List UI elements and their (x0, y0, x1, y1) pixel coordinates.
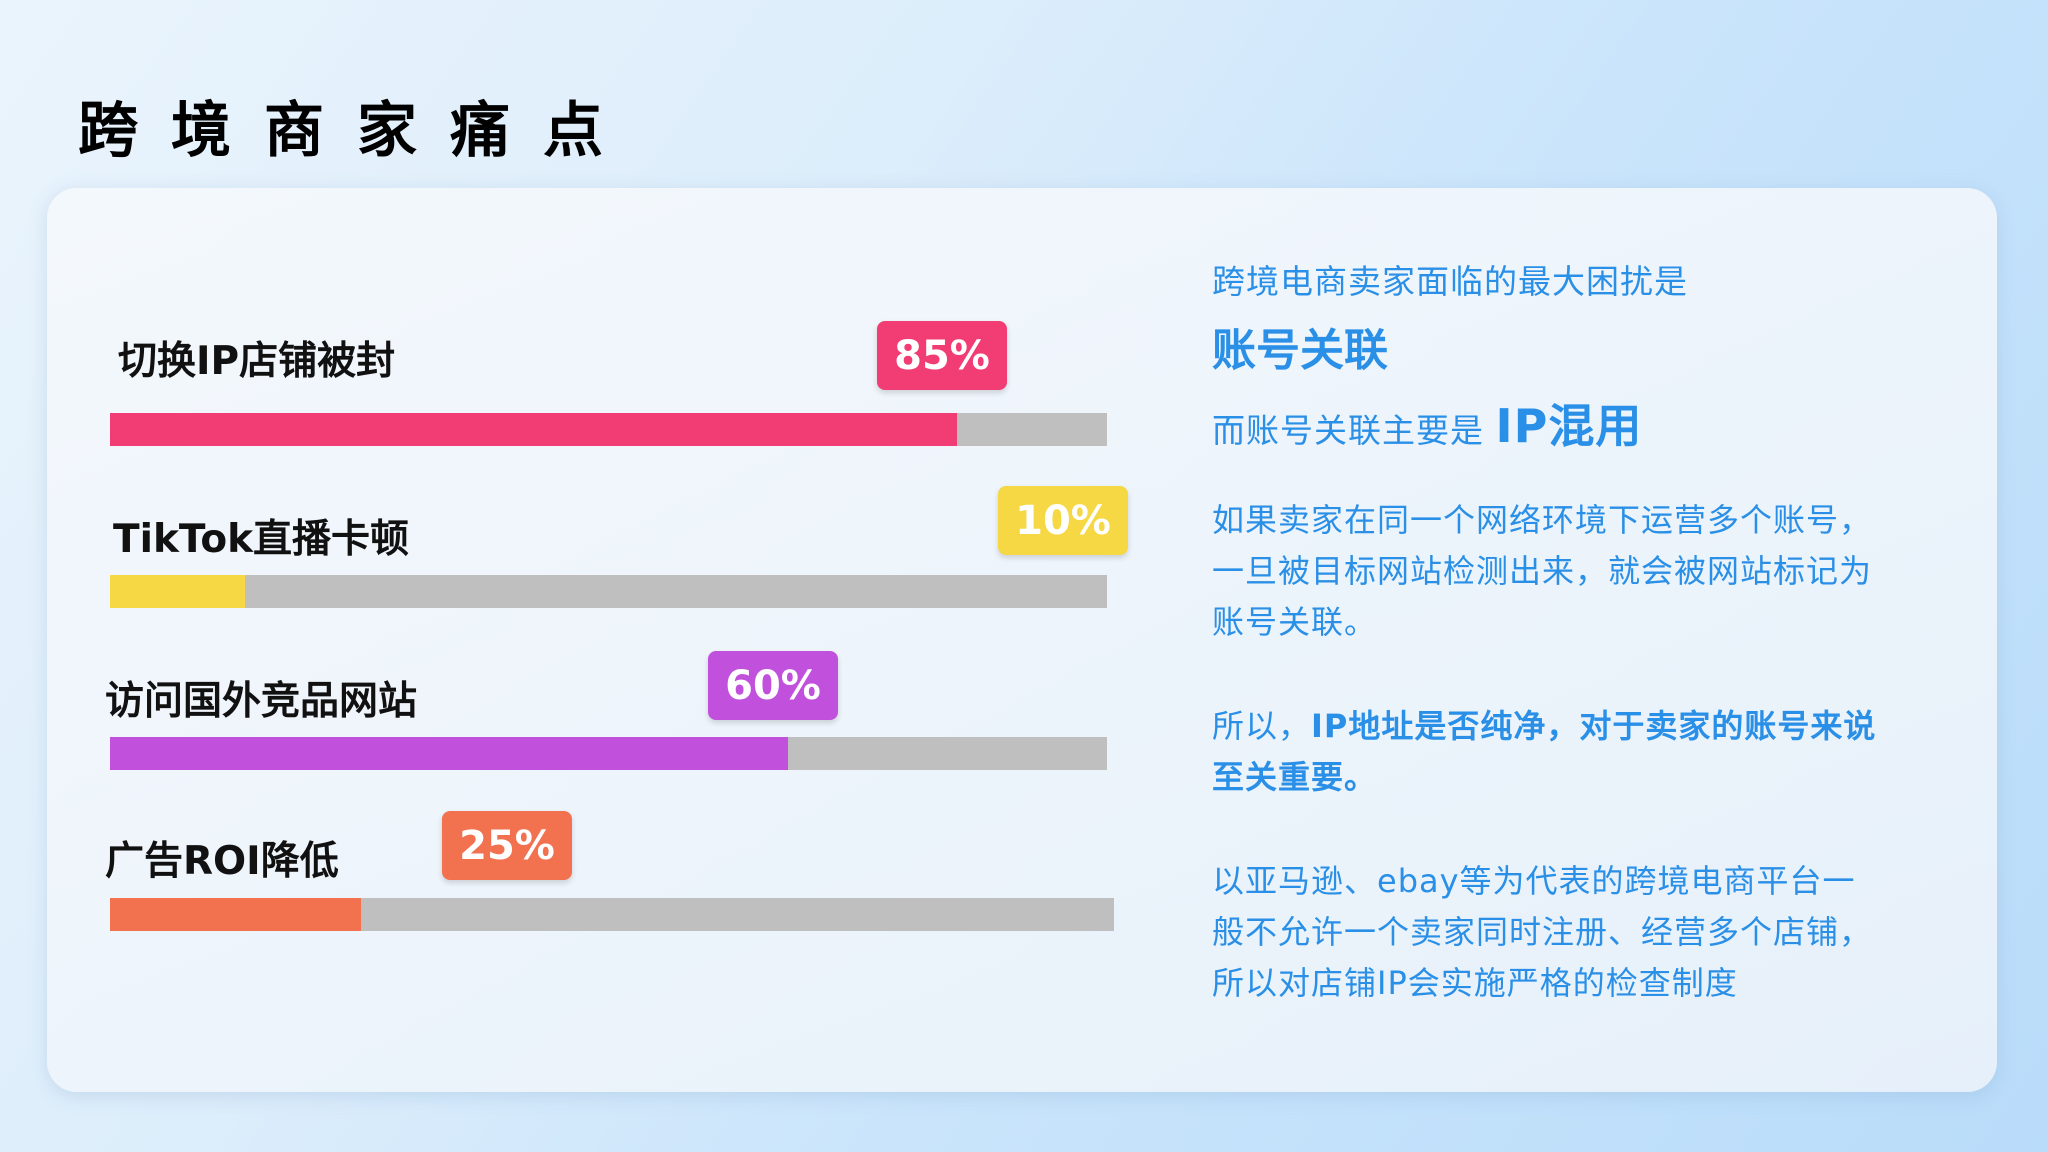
paragraph-emphasis: 至关重要。 (1212, 758, 1378, 796)
bar-track (110, 413, 1107, 446)
bar-track (110, 575, 1107, 608)
cause-line: 而账号关联主要是 IP混用 (1212, 390, 1642, 456)
bar-track (110, 898, 1114, 931)
content-card (47, 188, 1997, 1092)
paragraph-1: 如果卖家在同一个网络环境下运营多个账号， 一旦被目标网站检测出来，就会被网站标记… (1212, 495, 1872, 648)
value-badge: 10% (998, 486, 1128, 555)
paragraph-line: 一旦被目标网站检测出来，就会被网站标记为 (1212, 552, 1873, 590)
value-badge: 25% (442, 811, 572, 880)
intro-line: 跨境电商卖家面临的最大困扰是 (1212, 262, 1688, 301)
bar-label: TikTok直播卡顿 (113, 517, 410, 562)
cause-emphasis: IP混用 (1495, 399, 1643, 453)
paragraph-line: 般不允许一个卖家同时注册、经营多个店铺， (1212, 913, 1873, 951)
paragraph-line: 以亚马逊、ebay等为代表的跨境电商平台一 (1212, 862, 1856, 900)
paragraph-line: 账号关联。 (1212, 603, 1378, 641)
bar-fill (110, 737, 788, 770)
cause-prefix: 而账号关联主要是 (1212, 411, 1496, 450)
paragraph-2: 所以，IP地址是否纯净，对于卖家的账号来说 至关重要。 (1212, 701, 1876, 803)
paragraph-emphasis: IP地址是否纯净，对于卖家的账号来说 (1311, 707, 1877, 745)
bar-label: 访问国外竞品网站 (105, 679, 418, 724)
bar-fill (110, 575, 245, 608)
bar-fill (110, 413, 958, 446)
value-badge: 85% (877, 321, 1007, 390)
bar-label: 切换IP店铺被封 (118, 339, 396, 384)
page-title: 跨境商家痛点 (78, 96, 636, 166)
bar-label: 广告ROI降低 (105, 839, 339, 884)
value-badge: 60% (708, 651, 838, 720)
bar-track (110, 737, 1107, 770)
paragraph-line: 所以对店铺IP会实施严格的检查制度 (1212, 964, 1738, 1002)
paragraph-line: 如果卖家在同一个网络环境下运营多个账号， (1212, 501, 1873, 539)
key-phrase-account-linking: 账号关联 (1212, 325, 1388, 376)
paragraph-3: 以亚马逊、ebay等为代表的跨境电商平台一 般不允许一个卖家同时注册、经营多个店… (1212, 856, 1872, 1009)
paragraph-prefix: 所以， (1212, 707, 1312, 745)
bar-fill (110, 898, 361, 931)
